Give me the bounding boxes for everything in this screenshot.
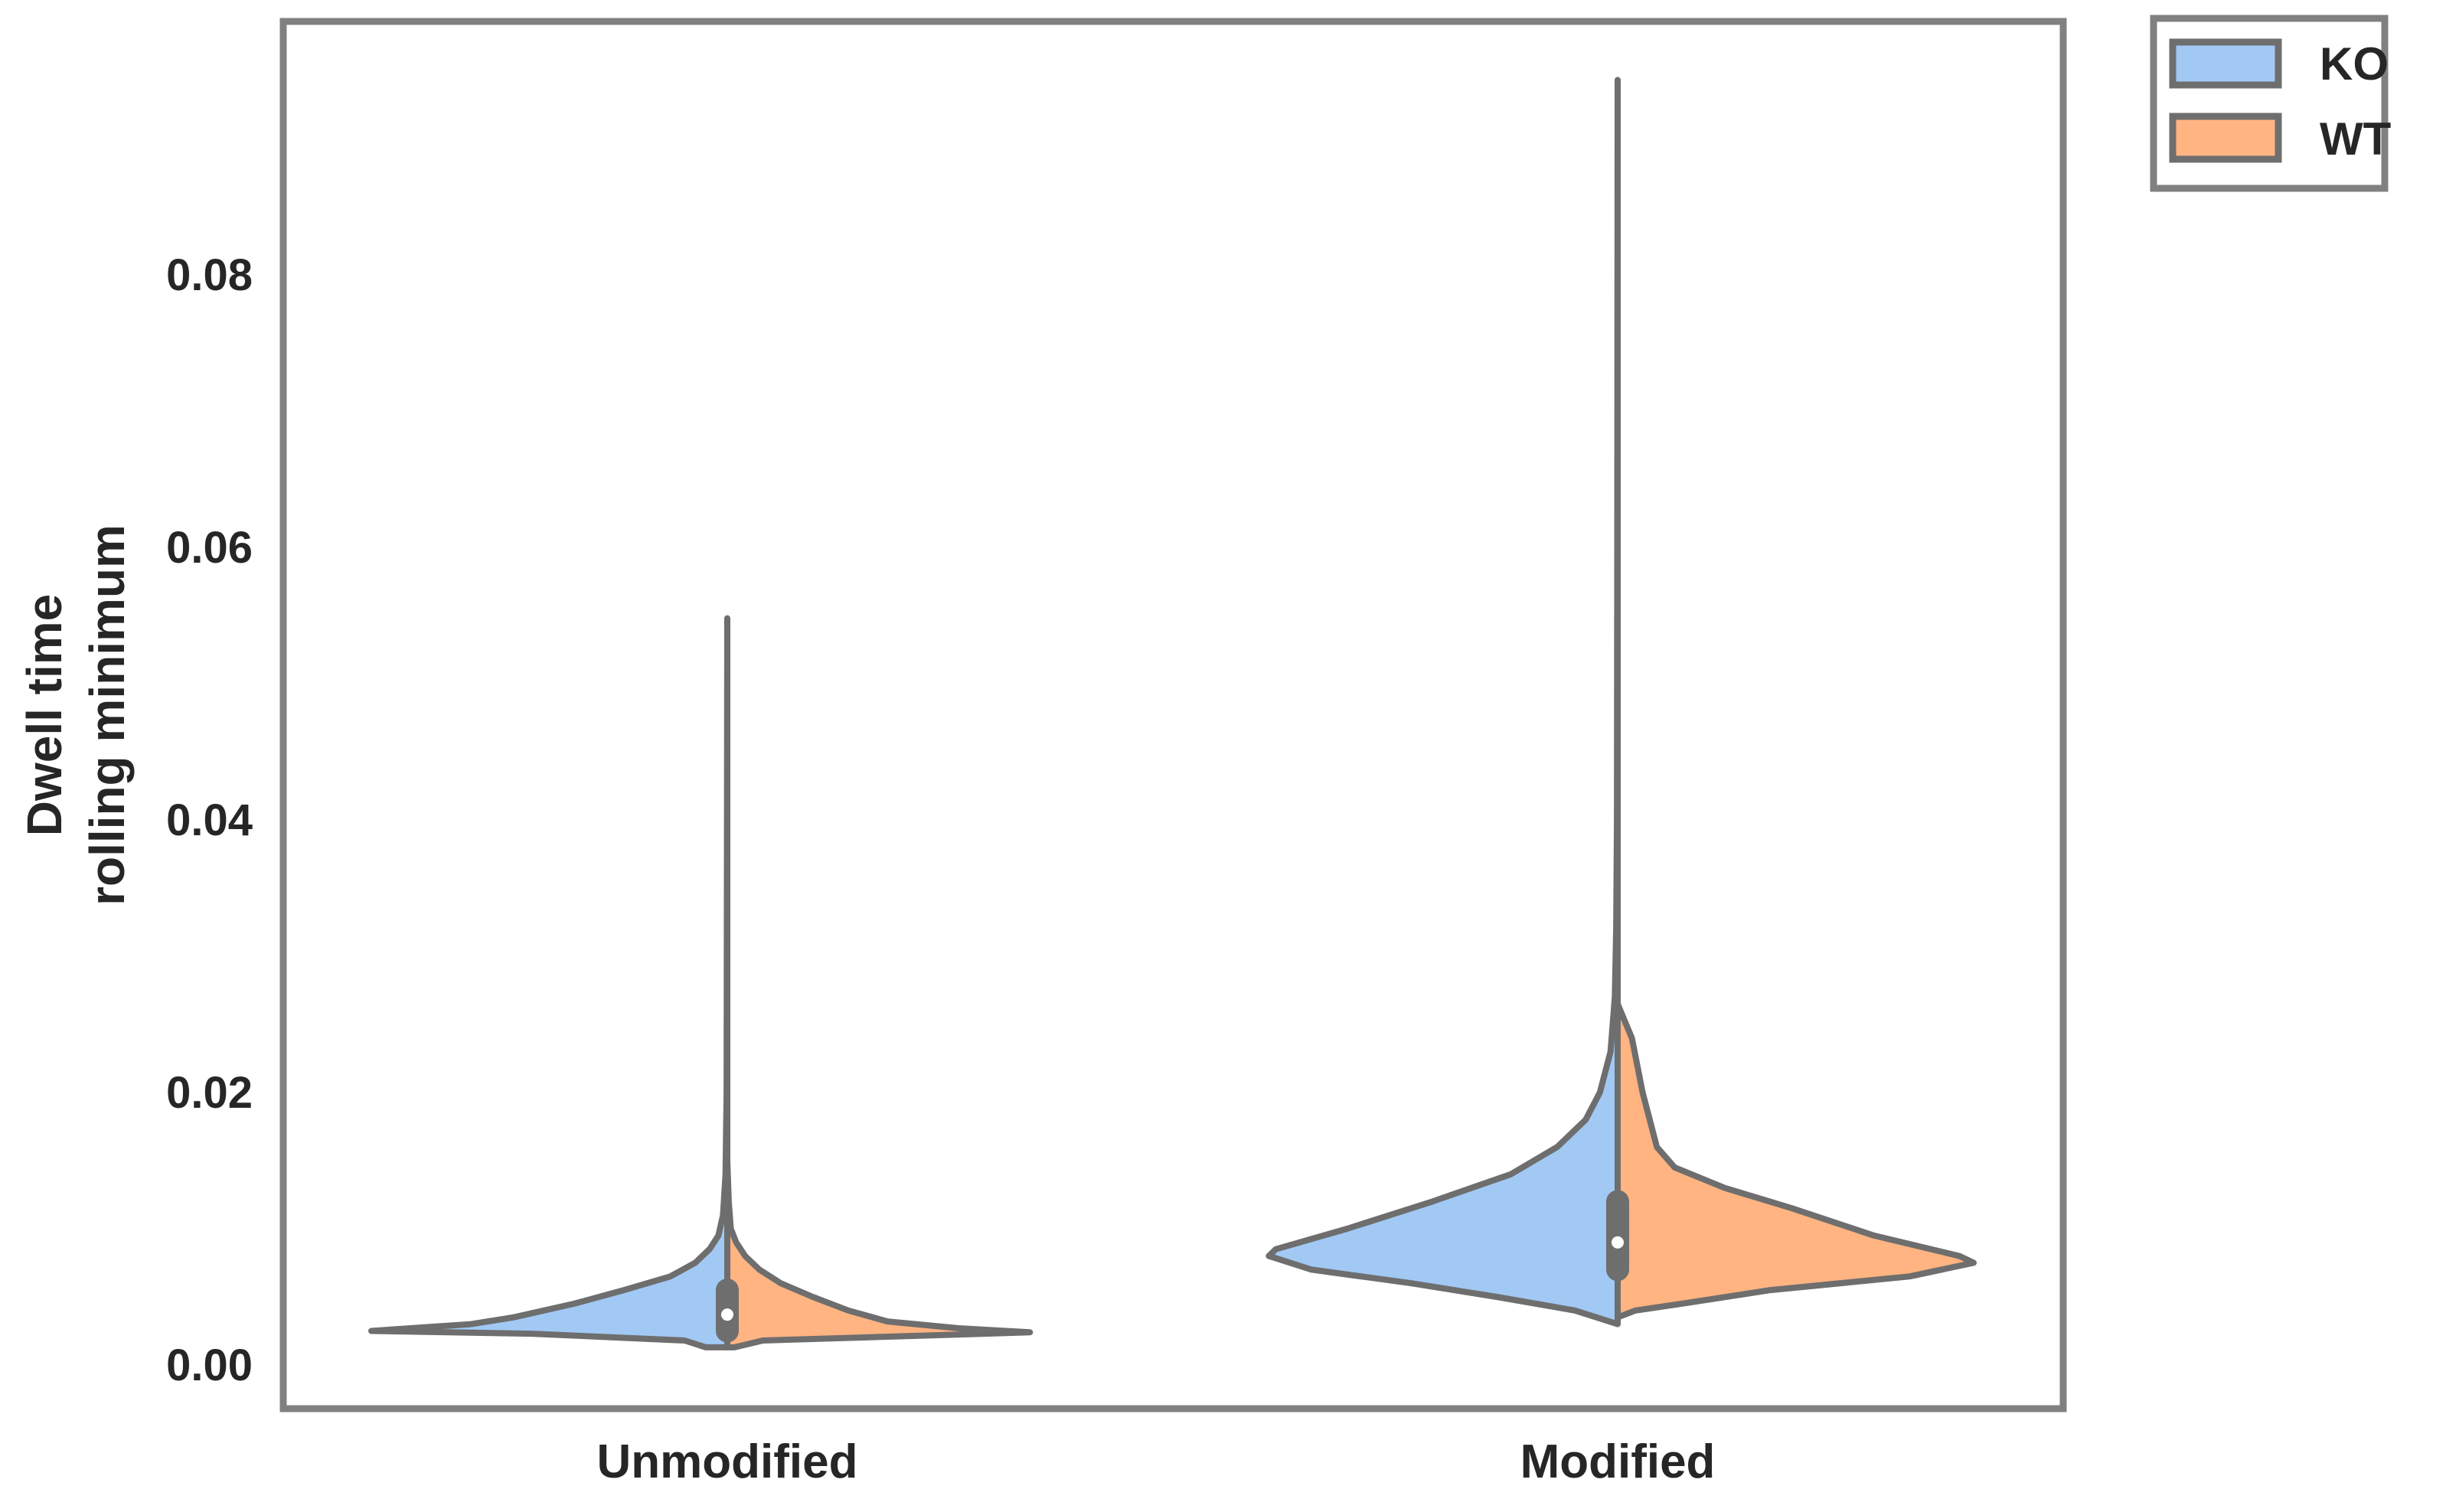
violin-half-wt-modified xyxy=(1615,1001,1977,1321)
x-axis: Unmodified Modified xyxy=(597,1435,1716,1488)
plot-frame xyxy=(279,18,2067,1412)
median-point-modified xyxy=(1612,1236,1624,1249)
x-tick-label-unmodified: Unmodified xyxy=(597,1435,858,1488)
violin-layer xyxy=(368,77,1977,1350)
y-tick-label: 0.04 xyxy=(166,795,253,845)
y-tick-label: 0.08 xyxy=(166,250,253,300)
y-axis-title: Dwell time rolling minimum xyxy=(17,524,135,906)
legend-label-wt: WT xyxy=(2320,113,2391,165)
violin-half-wt-unmodified xyxy=(724,1158,1034,1350)
plot-area xyxy=(283,21,2063,1409)
y-tick-label: 0.06 xyxy=(166,523,253,573)
legend-swatch-wt xyxy=(2169,113,2282,163)
median-point-unmodified xyxy=(721,1308,733,1321)
y-tick-label: 0.00 xyxy=(166,1341,253,1390)
legend-swatch-ko xyxy=(2169,38,2282,89)
x-tick-label-modified: Modified xyxy=(1520,1435,1716,1488)
y-tick-label: 0.02 xyxy=(166,1068,253,1118)
y-tick-label-group: 0.00 0.02 0.04 0.06 0.08 xyxy=(166,250,253,1390)
y-axis: 0.00 0.02 0.04 0.06 0.08 Dwell time roll… xyxy=(17,250,253,1390)
legend-label-ko: KO xyxy=(2320,38,2389,90)
y-axis-title-line-2: rolling minimum xyxy=(80,524,135,906)
violin-half-ko-modified xyxy=(1265,77,1621,1327)
legend: KO WT xyxy=(2150,15,2391,192)
y-axis-title-line-1: Dwell time xyxy=(17,594,72,837)
